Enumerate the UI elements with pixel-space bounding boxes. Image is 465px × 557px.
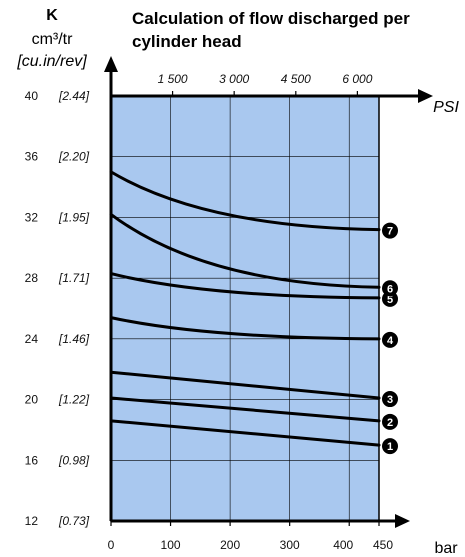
series-badge-4: 4: [382, 331, 398, 348]
x-tick-label: 400: [333, 538, 353, 552]
chart-title-line-2: cylinder head: [132, 32, 242, 51]
series-line-5: [109, 272, 381, 300]
series-badge-2: 2: [382, 413, 398, 430]
y-tick-label-secondary: [2.44]: [58, 89, 90, 103]
series-line-1: [109, 419, 381, 447]
psi-tick-label: 4 500: [281, 72, 311, 86]
chart-title-line-1: Calculation of flow discharged per: [132, 9, 410, 28]
y-tick-label: 20: [25, 393, 39, 407]
y-tick-label-secondary: [0.98]: [58, 453, 90, 467]
x-axis-arrow: [395, 514, 410, 528]
y-axis-secondary-unit: [cu.in/rev]: [16, 53, 87, 70]
series-line-6: [109, 212, 381, 289]
y-tick-label: 32: [25, 210, 39, 224]
y-tick-label-secondary: [0.73]: [58, 514, 90, 528]
series-badge-circle: [382, 413, 398, 430]
y-tick-label: 16: [25, 453, 39, 467]
series-badges: 1 2 3 4 56 7: [382, 222, 398, 455]
series-badge-label: 4: [387, 335, 394, 347]
series-badge-circle: [382, 280, 398, 297]
x-tick-label: 300: [280, 538, 300, 552]
series-badge-label: 1: [387, 441, 393, 453]
y-tick-label: 28: [25, 271, 39, 285]
series-line-2: [109, 396, 381, 423]
series-line-7: [109, 170, 381, 232]
x-axis-label: bar: [434, 540, 458, 557]
y-tick-label-secondary: [1.95]: [58, 210, 90, 224]
y-tick-label-secondary: [1.71]: [58, 271, 90, 285]
series-badge-label: 5: [387, 294, 393, 306]
psi-axis-arrow: [418, 89, 433, 103]
series-badge-label: 7: [387, 226, 393, 238]
series-badge-label: 3: [387, 394, 393, 406]
y-tick-label: 36: [25, 150, 39, 164]
series-line-4: [109, 316, 381, 341]
x-tick-label: 0: [108, 538, 115, 552]
x-tick-label: 450: [373, 538, 393, 552]
series-badge-label: 2: [387, 417, 393, 429]
series-line-3: [109, 370, 381, 400]
y-tick-label-secondary: [2.20]: [58, 150, 90, 164]
psi-axis-label: PSI: [433, 99, 459, 116]
x-tick-label: 100: [161, 538, 181, 552]
series-badge-circle: [382, 438, 398, 455]
psi-tick-label: 3 000: [219, 72, 249, 86]
psi-tick-label: 6 000: [342, 72, 372, 86]
y-tick-label-secondary: [1.22]: [58, 393, 90, 407]
plot-area: [110, 95, 380, 522]
tick-labels: 40 [2.44]36 [2.20]32 [1.95]28 [1.71]24 [1.46]…: [25, 72, 394, 552]
y-axis-unit: cm³/tr: [32, 31, 74, 48]
series-badge-7: 7: [382, 222, 398, 239]
y-axis-arrow: [104, 56, 118, 72]
y-tick-label-secondary: [1.46]: [58, 332, 90, 346]
series-layer: [109, 170, 381, 447]
y-axis-label: K: [46, 7, 58, 24]
y-tick-label: 12: [25, 514, 39, 528]
psi-tick-label: 1 500: [158, 72, 188, 86]
series-badge-6: 6: [382, 280, 398, 297]
series-badge-3: 3: [382, 391, 398, 408]
series-badge-1: 1: [382, 438, 398, 455]
grid-lines: [111, 96, 379, 521]
series-badge-circle: [382, 391, 398, 408]
series-badge-circle: [382, 222, 398, 239]
x-tick-label: 200: [220, 538, 240, 552]
y-tick-label: 24: [25, 332, 39, 346]
series-badge-label: 6: [387, 283, 393, 295]
y-tick-label: 40: [25, 89, 39, 103]
series-badge-circle: [382, 331, 398, 348]
